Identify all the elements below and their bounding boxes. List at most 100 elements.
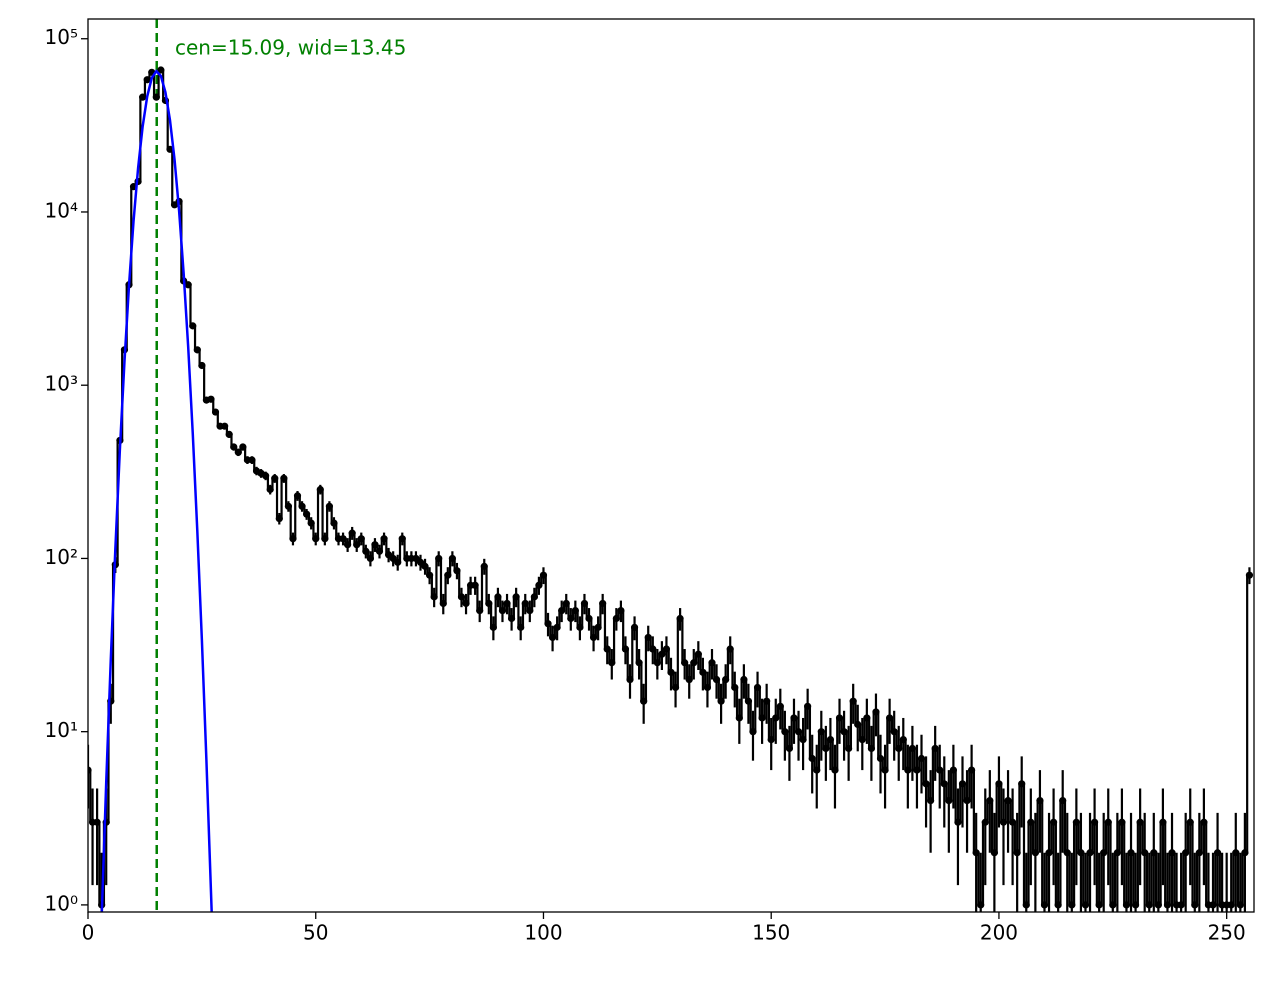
data-point (248, 456, 256, 464)
data-point (653, 659, 661, 667)
data-point (826, 735, 835, 744)
data-point (1236, 901, 1244, 909)
data-point (1040, 901, 1049, 909)
data-point (312, 535, 320, 543)
data-point (927, 797, 935, 805)
data-point (512, 593, 520, 601)
data-point (1100, 849, 1108, 857)
data-point (772, 714, 780, 722)
data-point (849, 697, 857, 705)
data-point (330, 519, 338, 527)
data-point (1068, 901, 1076, 909)
data-point (731, 683, 739, 692)
data-point (744, 697, 753, 705)
data-point (457, 593, 466, 601)
data-point (986, 797, 994, 805)
data-point (1109, 901, 1117, 909)
data-point (1145, 901, 1153, 909)
data-point (740, 675, 748, 684)
data-point (1049, 818, 1058, 826)
data-point (1186, 818, 1194, 826)
data-point (931, 744, 939, 753)
data-point (211, 408, 220, 416)
data-point (1095, 901, 1103, 909)
data-point (968, 766, 976, 774)
data-point (667, 668, 675, 676)
data-point (143, 76, 151, 84)
data-point (608, 659, 616, 667)
data-point (380, 535, 388, 543)
data-point (799, 735, 807, 744)
data-point (767, 735, 775, 744)
data-point (735, 714, 743, 722)
data-point (207, 395, 215, 403)
data-point (139, 93, 147, 101)
data-point (808, 754, 816, 763)
data-point (567, 614, 575, 623)
data-point (539, 571, 548, 579)
y-tick-label: 10⁰ (45, 891, 78, 915)
data-point (722, 675, 730, 684)
y-tick-label: 10³ (45, 372, 78, 396)
data-point (895, 744, 903, 753)
data-point (1213, 849, 1222, 857)
data-point (640, 697, 648, 705)
data-point (630, 623, 639, 631)
data-point (794, 728, 803, 736)
data-point (88, 766, 92, 774)
data-point (1227, 901, 1235, 909)
data-point (763, 697, 771, 705)
data-point (726, 645, 734, 653)
data-point (881, 766, 889, 774)
y-tick-label: 10⁴ (45, 198, 78, 222)
data-point (266, 485, 274, 494)
data-point (835, 714, 844, 722)
data-point (694, 650, 702, 658)
data-point (940, 780, 948, 788)
data-point (676, 614, 684, 623)
data-point (1031, 849, 1039, 857)
data-point (325, 502, 333, 510)
data-point (462, 599, 470, 608)
data-point (840, 728, 848, 736)
data-point (644, 633, 652, 642)
fit-curve (100, 69, 213, 912)
data-point (890, 728, 898, 736)
data-point (594, 623, 602, 631)
data-point (284, 502, 293, 510)
data-point (239, 443, 247, 451)
data-point (621, 645, 630, 653)
data-point (426, 571, 434, 579)
data-point (453, 567, 461, 575)
data-point (1141, 849, 1149, 857)
data-point (1036, 797, 1044, 805)
data-point (562, 599, 570, 608)
data-point (1136, 818, 1144, 826)
data-point (1072, 818, 1080, 826)
data-point (1104, 818, 1112, 826)
data-point (1191, 901, 1199, 909)
data-point (1009, 818, 1017, 826)
data-point (166, 145, 174, 153)
data-point (1013, 849, 1021, 857)
data-point (708, 659, 716, 667)
x-tick-label: 200 (980, 921, 1018, 945)
data-point (225, 430, 233, 439)
data-point (339, 535, 347, 543)
data-point (366, 554, 374, 563)
data-point (854, 720, 862, 729)
data-point (157, 66, 165, 74)
data-point (958, 780, 967, 788)
data-point (1022, 901, 1030, 909)
data-point (1027, 818, 1035, 826)
data-point (1209, 901, 1217, 909)
data-point (526, 606, 534, 615)
data-point (1122, 901, 1131, 909)
data-point (471, 581, 479, 589)
data-point (298, 502, 306, 510)
data-point (448, 554, 456, 563)
data-point (444, 571, 452, 579)
data-point (184, 281, 192, 289)
data-point (1004, 797, 1012, 805)
